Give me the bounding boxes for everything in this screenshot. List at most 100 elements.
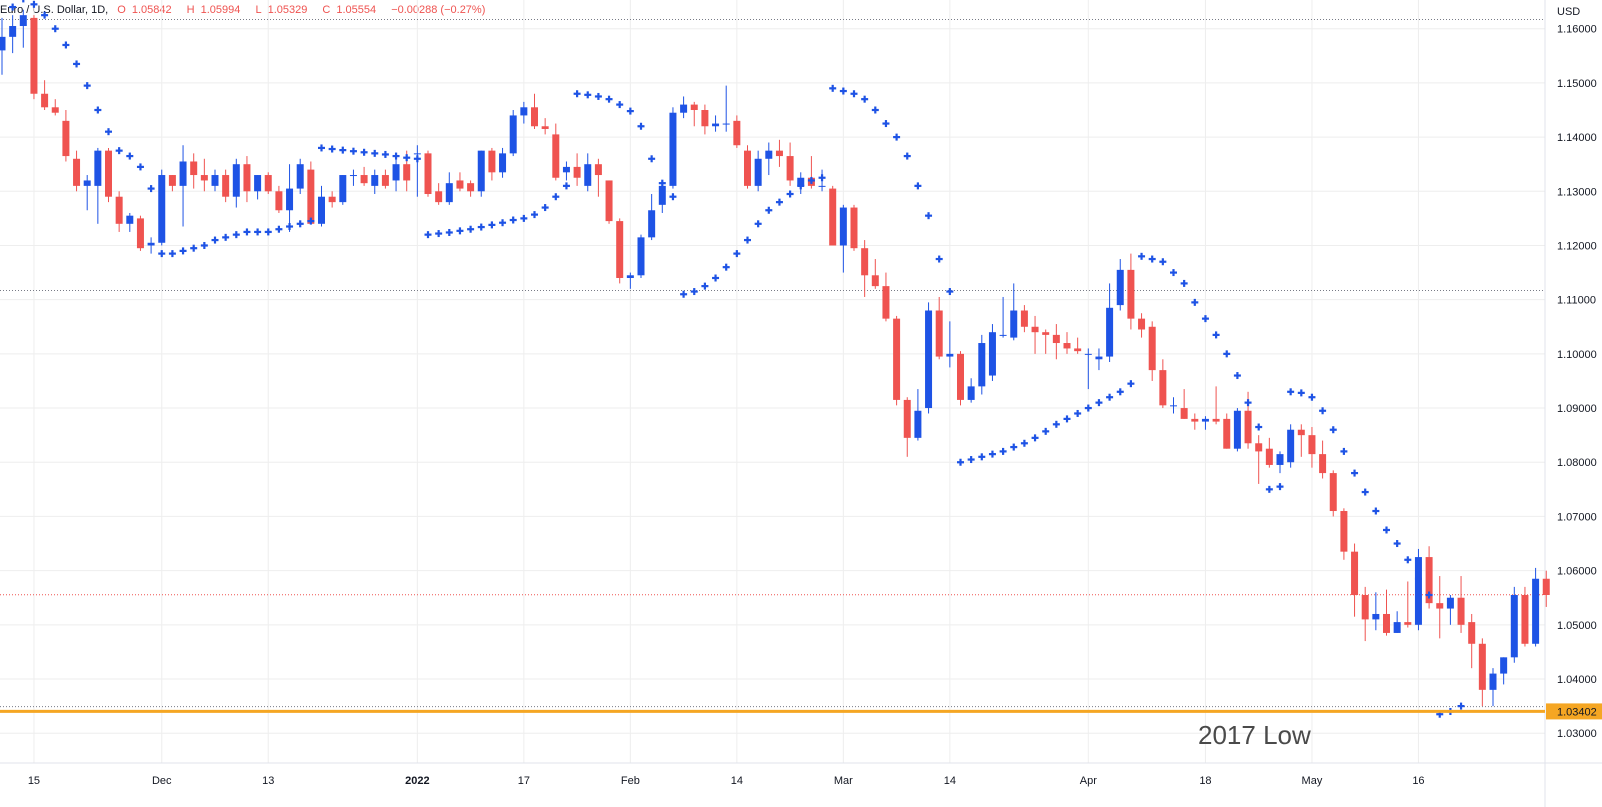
candle	[712, 115, 720, 132]
psar-dot	[807, 176, 815, 184]
price-axis[interactable]: 1.16000 1.15000 1.14000 1.13000 1.12000 1.110…	[1557, 24, 1597, 740]
candle-body	[658, 185, 666, 205]
candle	[531, 93, 538, 129]
candle-body	[1393, 622, 1401, 633]
candle	[1233, 408, 1241, 452]
psar-dot	[562, 182, 570, 190]
price-tick-label: 1.13000	[1557, 186, 1597, 198]
candle-body	[1212, 418, 1220, 422]
time-tick-label: 18	[1199, 775, 1211, 787]
psar-dot	[318, 144, 325, 152]
psar-dot	[286, 223, 294, 231]
psar-dot	[754, 220, 762, 228]
candle-body	[1127, 269, 1135, 319]
candle	[1340, 508, 1348, 560]
psar-dot	[744, 236, 751, 244]
psar-dot	[680, 290, 688, 298]
candle	[1106, 283, 1114, 362]
candle-body	[637, 237, 645, 276]
candle	[509, 110, 517, 157]
psar-dot	[1372, 507, 1380, 515]
parabolic-sar-series	[9, 0, 1465, 718]
psar-dot	[1180, 279, 1188, 287]
psar-dot	[168, 250, 176, 258]
time-axis[interactable]: 15 Dec 13 2022 17 Feb 14 Mar 14 Apr 18 May 16	[28, 775, 1425, 787]
candle	[765, 142, 773, 176]
candle	[1212, 386, 1220, 425]
time-tick-label: Mar	[834, 775, 853, 787]
candle	[1201, 416, 1209, 430]
price-tick-label: 1.08000	[1557, 457, 1597, 469]
candle	[733, 115, 741, 148]
psar-dot	[9, 3, 17, 11]
price-tick-label: 1.05000	[1557, 620, 1597, 632]
candle	[1095, 348, 1103, 371]
candle-body	[488, 150, 496, 173]
psar-dot	[1042, 427, 1050, 435]
candle-body	[712, 123, 720, 127]
candle	[978, 334, 986, 395]
candle	[286, 164, 294, 232]
candle-body	[605, 180, 613, 222]
candle-body	[754, 158, 762, 186]
candle	[211, 169, 219, 192]
candle-body	[1500, 657, 1508, 674]
psar-dot	[435, 230, 443, 238]
candle-body	[978, 343, 986, 387]
psar-dot	[296, 220, 304, 228]
candle-body	[1425, 557, 1433, 604]
candle	[914, 389, 922, 441]
candle-body	[1319, 454, 1327, 474]
candle-body	[158, 175, 166, 243]
time-tick-label: Feb	[621, 775, 640, 787]
psar-dot	[775, 198, 783, 206]
candle-body	[669, 112, 677, 186]
candle	[1287, 424, 1295, 468]
candle	[105, 147, 112, 203]
candle-body	[424, 153, 432, 195]
candle-body	[19, 15, 27, 27]
candle-body	[115, 196, 123, 224]
candle-body	[648, 210, 656, 238]
candle-body	[456, 180, 464, 189]
time-tick-label: 15	[28, 775, 40, 787]
time-tick-label: 16	[1412, 775, 1424, 787]
candle	[573, 153, 581, 186]
candle	[41, 80, 49, 111]
price-tick-label: 1.12000	[1557, 240, 1597, 252]
candle-body	[1489, 673, 1497, 690]
candle-body	[1532, 578, 1540, 644]
candle-body	[1255, 443, 1263, 452]
candle-body	[403, 164, 411, 181]
psar-dot	[275, 225, 283, 233]
candle-body	[967, 386, 975, 400]
candle-body	[232, 164, 240, 197]
candle	[637, 234, 645, 278]
candle-body	[701, 110, 709, 127]
candle	[19, 9, 27, 48]
candle	[744, 145, 751, 189]
psar-dot	[786, 190, 794, 198]
candle-body	[594, 164, 602, 176]
candle	[1010, 283, 1018, 341]
candle-body	[1074, 348, 1082, 352]
candle	[115, 191, 123, 232]
candle-body	[1287, 429, 1295, 463]
psar-dot	[871, 106, 879, 114]
candle-body	[1468, 622, 1476, 644]
psar-dot	[445, 228, 453, 236]
candle	[168, 175, 176, 192]
candle-body	[1201, 418, 1209, 422]
candle	[499, 147, 507, 178]
candle-body	[126, 215, 134, 224]
candle-body	[1436, 603, 1444, 609]
candle-body	[381, 175, 389, 186]
psar-dot	[328, 145, 336, 153]
grid-lines	[0, 0, 1602, 764]
candle-body	[94, 150, 102, 186]
psar-dot	[1404, 556, 1412, 564]
psar-dot	[1191, 298, 1199, 306]
psar-dot	[222, 233, 230, 241]
psar-dot	[392, 152, 400, 160]
